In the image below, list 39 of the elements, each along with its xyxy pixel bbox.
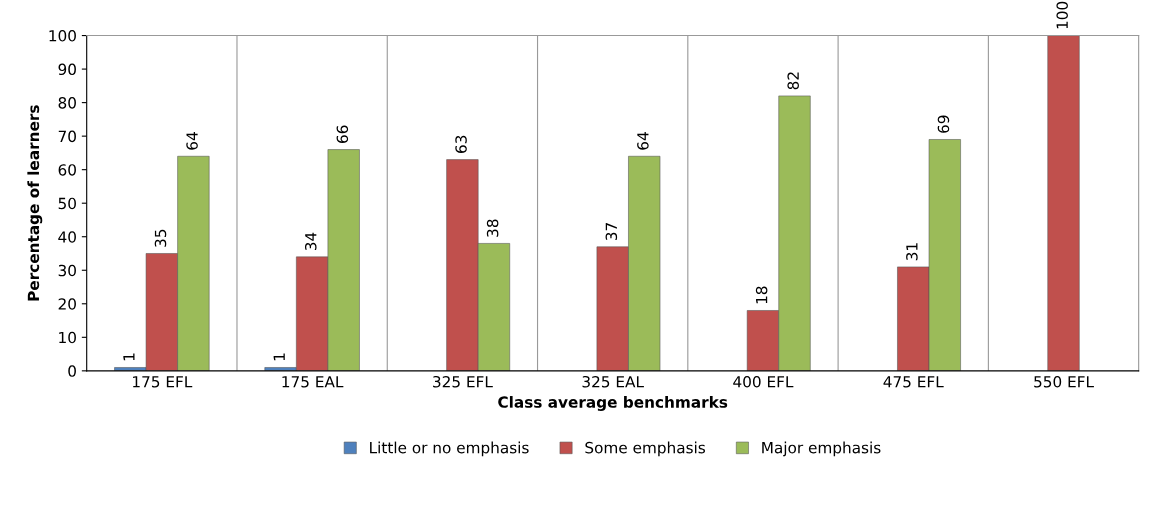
y-tick-label: 50	[58, 197, 76, 210]
x-tick-label: 325 EFL	[433, 375, 493, 388]
data-label: 1	[273, 353, 285, 361]
y-axis-title: Percentage of learners	[27, 105, 43, 301]
y-tick-label: 100	[49, 30, 76, 42]
legend-label: Some emphasis	[585, 441, 706, 457]
data-label: 66	[336, 125, 349, 143]
y-tick-label: 60	[58, 164, 76, 176]
data-label: 35	[154, 229, 167, 247]
data-label: 100	[1056, 1, 1068, 29]
y-tick-label: 0	[68, 365, 76, 377]
x-tick-label: 475 EFL	[883, 376, 944, 388]
x-tick-label: 400 EFL	[733, 375, 794, 388]
legend-label: Major emphasis	[762, 441, 881, 457]
y-tick-label: 90	[58, 63, 76, 76]
data-label: 34	[305, 232, 317, 251]
data-label: 64	[186, 132, 198, 150]
y-tick-label: 20	[58, 298, 76, 310]
data-label: 63	[455, 135, 467, 153]
data-label: 38	[486, 219, 499, 237]
legend-label: Little or no emphasis	[370, 441, 529, 457]
data-label: 18	[755, 286, 768, 304]
data-label: 82	[787, 72, 799, 90]
x-tick-label: 175 EAL	[282, 376, 344, 388]
data-label: 1	[123, 353, 135, 361]
y-tick-label: 30	[58, 264, 76, 277]
x-tick-label: 325 EAL	[582, 375, 644, 388]
y-tick-label: 10	[59, 331, 76, 344]
data-label: 37	[605, 223, 618, 241]
data-label: 69	[937, 115, 950, 133]
x-tick-label: 175 EFL	[133, 376, 193, 388]
y-tick-label: 70	[58, 130, 76, 143]
y-tick-label: 80	[58, 97, 76, 109]
y-tick-label: 40	[58, 231, 76, 243]
data-label: 64	[637, 132, 649, 150]
x-tick-label: 550 EFL	[1034, 375, 1094, 388]
data-label: 31	[906, 243, 918, 261]
bar	[1047, 35, 1080, 371]
x-axis-title: Class average benchmarks	[498, 396, 728, 411]
